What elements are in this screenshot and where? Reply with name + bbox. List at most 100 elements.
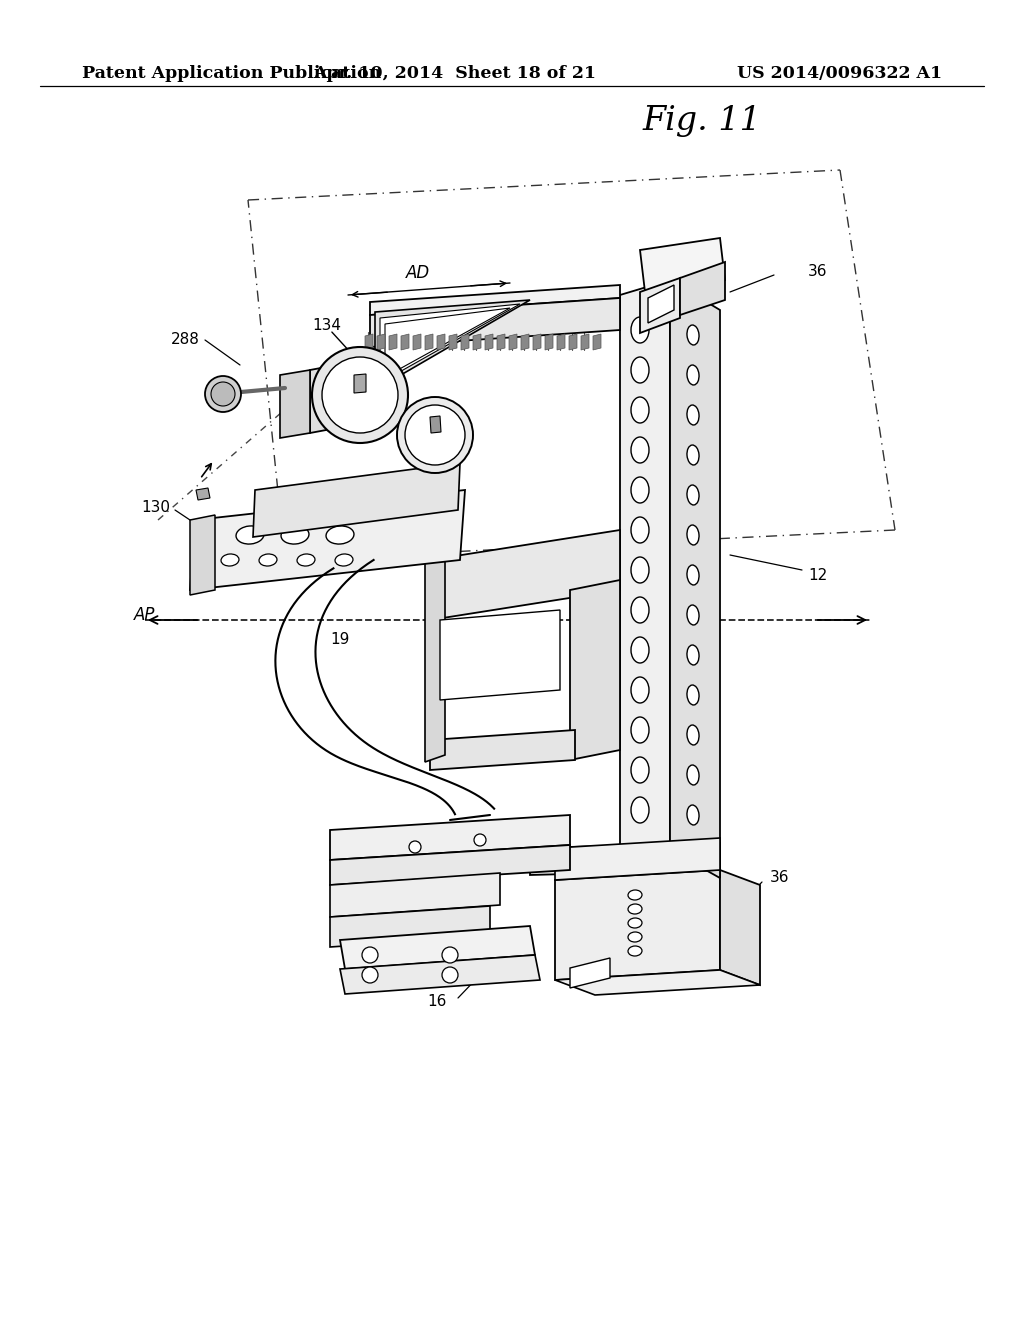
Ellipse shape — [631, 557, 649, 583]
Ellipse shape — [687, 605, 699, 624]
Ellipse shape — [687, 366, 699, 385]
Ellipse shape — [628, 946, 642, 956]
Polygon shape — [196, 488, 210, 500]
Polygon shape — [430, 730, 575, 770]
Polygon shape — [413, 334, 421, 350]
Ellipse shape — [628, 904, 642, 913]
Text: 14: 14 — [506, 861, 524, 875]
Polygon shape — [569, 334, 577, 350]
Ellipse shape — [631, 797, 649, 822]
Ellipse shape — [259, 554, 276, 566]
Ellipse shape — [687, 525, 699, 545]
Polygon shape — [389, 334, 397, 350]
Circle shape — [474, 834, 486, 846]
Polygon shape — [557, 334, 565, 350]
Circle shape — [442, 946, 458, 964]
Polygon shape — [330, 814, 570, 861]
Ellipse shape — [628, 890, 642, 900]
Ellipse shape — [687, 766, 699, 785]
Circle shape — [442, 968, 458, 983]
Circle shape — [211, 381, 234, 407]
Polygon shape — [437, 334, 445, 350]
Polygon shape — [430, 416, 441, 433]
Polygon shape — [330, 845, 570, 884]
Ellipse shape — [631, 597, 649, 623]
Text: Patent Application Publication: Patent Application Publication — [82, 65, 381, 82]
Text: US 2014/0096322 A1: US 2014/0096322 A1 — [737, 65, 942, 82]
Polygon shape — [720, 870, 760, 985]
Ellipse shape — [631, 517, 649, 543]
Text: 12: 12 — [808, 568, 827, 582]
Text: 19: 19 — [331, 632, 349, 648]
Polygon shape — [555, 870, 720, 979]
Ellipse shape — [335, 554, 353, 566]
Ellipse shape — [631, 717, 649, 743]
Ellipse shape — [628, 917, 642, 928]
Circle shape — [312, 347, 408, 444]
Text: 36: 36 — [808, 264, 827, 280]
Text: AD: AD — [406, 264, 430, 282]
Polygon shape — [555, 838, 720, 880]
Ellipse shape — [687, 325, 699, 345]
Text: 16: 16 — [427, 994, 446, 1010]
Polygon shape — [473, 334, 481, 350]
Ellipse shape — [687, 484, 699, 506]
Polygon shape — [430, 531, 620, 620]
Polygon shape — [190, 515, 215, 595]
Polygon shape — [461, 334, 469, 350]
Ellipse shape — [281, 525, 309, 544]
Text: Apr. 10, 2014  Sheet 18 of 21: Apr. 10, 2014 Sheet 18 of 21 — [313, 65, 597, 82]
Polygon shape — [581, 334, 589, 350]
Polygon shape — [620, 280, 670, 870]
Polygon shape — [330, 873, 500, 917]
Circle shape — [409, 841, 421, 853]
Circle shape — [406, 405, 465, 465]
Ellipse shape — [687, 445, 699, 465]
Ellipse shape — [628, 932, 642, 942]
Ellipse shape — [631, 756, 649, 783]
Polygon shape — [375, 300, 530, 389]
Polygon shape — [330, 906, 490, 946]
Text: 36: 36 — [770, 870, 790, 886]
Circle shape — [362, 946, 378, 964]
Polygon shape — [365, 334, 373, 350]
Text: 288: 288 — [171, 333, 200, 347]
Polygon shape — [509, 334, 517, 350]
Ellipse shape — [631, 317, 649, 343]
Polygon shape — [555, 970, 760, 995]
Ellipse shape — [631, 437, 649, 463]
Polygon shape — [640, 238, 725, 292]
Polygon shape — [354, 374, 366, 393]
Polygon shape — [570, 579, 620, 760]
Polygon shape — [593, 334, 601, 350]
Polygon shape — [640, 279, 680, 333]
Polygon shape — [425, 334, 433, 350]
Polygon shape — [440, 610, 560, 700]
Ellipse shape — [687, 805, 699, 825]
Circle shape — [362, 968, 378, 983]
Circle shape — [205, 376, 241, 412]
Ellipse shape — [631, 356, 649, 383]
Polygon shape — [485, 334, 493, 350]
Polygon shape — [310, 356, 380, 433]
Circle shape — [322, 356, 398, 433]
Polygon shape — [280, 370, 310, 438]
Ellipse shape — [631, 638, 649, 663]
Ellipse shape — [297, 554, 315, 566]
Polygon shape — [449, 334, 457, 350]
Polygon shape — [377, 334, 385, 350]
Polygon shape — [545, 334, 553, 350]
Text: AP: AP — [133, 606, 155, 624]
Text: Fig. 11: Fig. 11 — [642, 106, 761, 137]
Polygon shape — [425, 548, 445, 762]
Text: 134: 134 — [312, 318, 341, 334]
Polygon shape — [680, 261, 725, 315]
Polygon shape — [534, 334, 541, 350]
Text: 132: 132 — [222, 568, 251, 582]
Polygon shape — [530, 843, 720, 875]
Ellipse shape — [326, 525, 354, 544]
Ellipse shape — [631, 397, 649, 422]
Polygon shape — [521, 334, 529, 350]
Ellipse shape — [221, 554, 239, 566]
Polygon shape — [570, 958, 610, 987]
